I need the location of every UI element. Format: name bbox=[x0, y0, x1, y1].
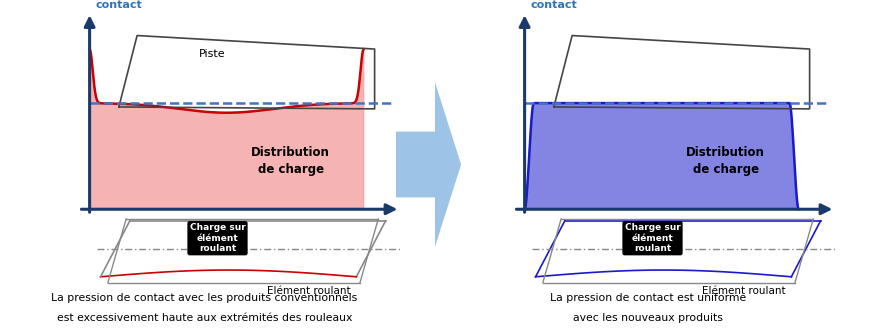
Text: Charge sur
élément
roulant: Charge sur élément roulant bbox=[189, 223, 245, 253]
Text: Pression de
contact: Pression de contact bbox=[95, 0, 168, 11]
Polygon shape bbox=[524, 103, 798, 209]
Text: avec les nouveaux produits: avec les nouveaux produits bbox=[573, 313, 722, 323]
Polygon shape bbox=[395, 82, 461, 247]
Text: est excessivement haute aux extrémités des rouleaux: est excessivement haute aux extrémités d… bbox=[56, 313, 352, 323]
Text: La pression de contact est uniforme: La pression de contact est uniforme bbox=[549, 293, 746, 303]
Text: Distribution
de charge: Distribution de charge bbox=[251, 146, 329, 176]
Text: Distribution
de charge: Distribution de charge bbox=[686, 146, 764, 176]
Text: Pression de
contact: Pression de contact bbox=[529, 0, 602, 11]
Text: Piste: Piste bbox=[199, 49, 226, 59]
Text: Charge sur
élément
roulant: Charge sur élément roulant bbox=[624, 223, 680, 253]
Text: Elément roulant: Elément roulant bbox=[701, 287, 785, 296]
Text: Elément roulant: Elément roulant bbox=[267, 287, 350, 296]
Text: La pression de contact avec les produits conventionnels: La pression de contact avec les produits… bbox=[51, 293, 357, 303]
Polygon shape bbox=[90, 49, 363, 209]
